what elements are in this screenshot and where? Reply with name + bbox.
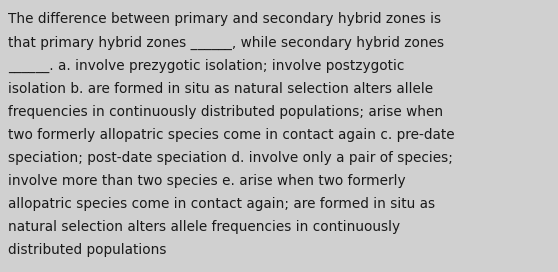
Text: allopatric species come in contact again; are formed in situ as: allopatric species come in contact again… bbox=[8, 197, 435, 211]
Text: speciation; post-date speciation d. involve only a pair of species;: speciation; post-date speciation d. invo… bbox=[8, 151, 453, 165]
Text: isolation b. are formed in situ as natural selection alters allele: isolation b. are formed in situ as natur… bbox=[8, 82, 434, 95]
Text: distributed populations: distributed populations bbox=[8, 243, 167, 257]
Text: frequencies in continuously distributed populations; arise when: frequencies in continuously distributed … bbox=[8, 105, 444, 119]
Text: two formerly allopatric species come in contact again c. pre-date: two formerly allopatric species come in … bbox=[8, 128, 455, 142]
Text: involve more than two species e. arise when two formerly: involve more than two species e. arise w… bbox=[8, 174, 406, 188]
Text: that primary hybrid zones ______, while secondary hybrid zones: that primary hybrid zones ______, while … bbox=[8, 35, 445, 50]
Text: natural selection alters allele frequencies in continuously: natural selection alters allele frequenc… bbox=[8, 220, 401, 234]
Text: The difference between primary and secondary hybrid zones is: The difference between primary and secon… bbox=[8, 12, 441, 26]
Text: ______. a. involve prezygotic isolation; involve postzygotic: ______. a. involve prezygotic isolation;… bbox=[8, 58, 405, 73]
